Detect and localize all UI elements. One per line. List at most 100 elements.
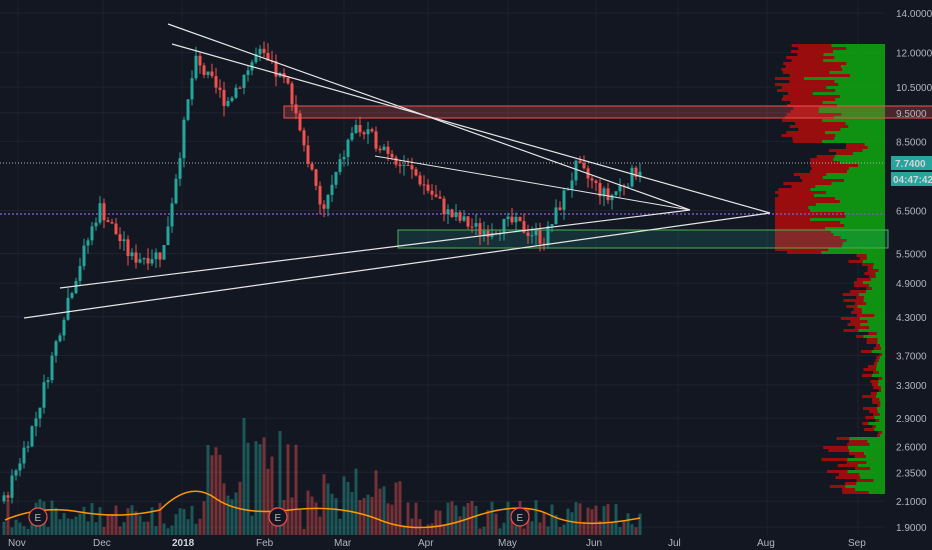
candle-body bbox=[506, 216, 510, 220]
profile-buy-bar bbox=[861, 308, 885, 311]
candle-body bbox=[386, 146, 390, 154]
volume-bar bbox=[222, 483, 226, 535]
volume-bar bbox=[338, 518, 342, 535]
profile-buy-bar bbox=[840, 128, 885, 131]
candle-body bbox=[234, 87, 238, 98]
candle-body bbox=[446, 209, 450, 215]
volume-bar bbox=[286, 444, 290, 535]
earnings-marker-label: E bbox=[517, 513, 524, 524]
resistance-trendline-2 bbox=[171, 43, 771, 214]
volume-bar bbox=[434, 510, 438, 535]
profile-buy-bar bbox=[863, 335, 885, 338]
profile-sell-bar bbox=[799, 176, 823, 179]
profile-sell-bar bbox=[810, 161, 840, 164]
candle-body bbox=[458, 212, 462, 221]
volume-bar bbox=[522, 528, 526, 535]
profile-sell-bar bbox=[829, 149, 863, 152]
candle-body bbox=[610, 195, 614, 201]
candle-body bbox=[238, 87, 242, 89]
profile-buy-bar bbox=[875, 425, 885, 428]
volume-bar bbox=[510, 511, 514, 535]
profile-buy-bar bbox=[846, 62, 885, 65]
profile-sell-bar bbox=[811, 167, 849, 170]
volume-bar bbox=[586, 507, 590, 535]
profile-sell-bar bbox=[869, 275, 876, 278]
profile-buy-bar bbox=[839, 200, 885, 203]
earnings-marker-label: E bbox=[275, 513, 282, 524]
price-tick-label: 4.3000 bbox=[896, 313, 927, 324]
candle-body bbox=[406, 164, 410, 166]
profile-sell-bar bbox=[870, 380, 879, 383]
volume-bar bbox=[566, 508, 570, 535]
volume-bar bbox=[2, 521, 6, 535]
profile-sell-bar bbox=[786, 56, 835, 59]
candle-body bbox=[158, 252, 162, 260]
time-axis[interactable]: Nov Dec 2018 Feb Mar Apr May Jun Jul Aug Sep bbox=[8, 538, 866, 549]
volume-bar bbox=[534, 500, 538, 535]
price-tick-label: 2.9000 bbox=[896, 414, 927, 425]
volume-bar bbox=[122, 522, 126, 535]
profile-sell-bar bbox=[870, 392, 877, 395]
volume-bar bbox=[86, 521, 90, 535]
profile-buy-bar bbox=[880, 386, 885, 389]
profile-buy-bar bbox=[876, 365, 885, 368]
candle-body bbox=[306, 145, 310, 164]
candle-body bbox=[514, 216, 518, 223]
volume-bar bbox=[598, 520, 602, 535]
profile-buy-bar bbox=[863, 452, 885, 455]
volume-bar bbox=[126, 508, 130, 535]
candle-body bbox=[378, 148, 382, 151]
profile-buy-bar bbox=[878, 359, 885, 362]
volume-bar bbox=[386, 503, 390, 535]
volume-bar bbox=[474, 505, 478, 535]
volume-bar bbox=[154, 526, 158, 535]
profile-buy-bar bbox=[808, 206, 885, 209]
candle-body bbox=[202, 65, 206, 75]
profile-sell-bar bbox=[873, 371, 879, 374]
candle-body bbox=[186, 99, 190, 120]
volume-bar bbox=[74, 516, 78, 535]
profile-buy-bar bbox=[863, 299, 885, 302]
profile-buy-bar bbox=[861, 311, 885, 314]
profile-buy-bar bbox=[840, 236, 885, 239]
profile-sell-bar bbox=[775, 215, 846, 218]
volume-bar bbox=[142, 521, 146, 535]
profile-sell-bar bbox=[792, 140, 822, 143]
candle-body bbox=[26, 446, 30, 448]
volume-bar bbox=[542, 512, 546, 535]
price-axis[interactable]: 14.0000 12.0000 10.5000 9.5000 8.5000 6.5000 5… bbox=[896, 9, 932, 534]
volume-bar bbox=[330, 493, 334, 535]
volume-bar bbox=[446, 502, 450, 535]
profile-sell-bar bbox=[789, 74, 850, 77]
short-trendline bbox=[374, 155, 691, 211]
profile-buy-bar bbox=[839, 161, 885, 164]
profile-sell-bar bbox=[835, 476, 861, 479]
profile-sell-bar bbox=[859, 257, 867, 260]
profile-sell-bar bbox=[775, 206, 809, 209]
profile-sell-bar bbox=[848, 260, 863, 263]
candle-body bbox=[466, 216, 470, 227]
profile-sell-bar bbox=[810, 164, 859, 167]
candle-body bbox=[182, 119, 186, 159]
volume-bar bbox=[550, 504, 554, 535]
profile-sell-bar bbox=[878, 377, 883, 380]
candle-body bbox=[358, 125, 362, 133]
volume-bar bbox=[506, 501, 510, 535]
profile-sell-bar bbox=[861, 395, 876, 398]
volume-bar bbox=[270, 456, 274, 535]
profile-buy-bar bbox=[849, 449, 885, 452]
profile-sell-bar bbox=[856, 314, 875, 317]
candle-body bbox=[486, 230, 490, 237]
profile-buy-bar bbox=[877, 362, 885, 365]
profile-buy-bar bbox=[868, 491, 885, 494]
volume-bar bbox=[46, 527, 50, 535]
candle-body bbox=[442, 198, 446, 215]
candle-body bbox=[430, 190, 434, 195]
candle-body bbox=[54, 341, 58, 356]
profile-buy-bar bbox=[867, 440, 885, 443]
volume-bar bbox=[630, 524, 634, 535]
volume-bar bbox=[366, 494, 370, 535]
profile-sell-bar bbox=[791, 185, 816, 188]
volume-bar bbox=[78, 513, 82, 535]
